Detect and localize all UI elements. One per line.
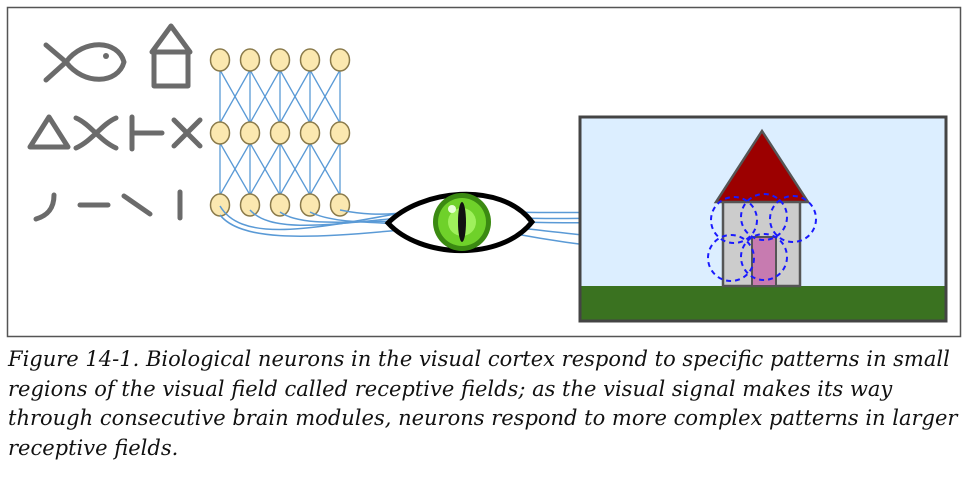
neuron-node: [299, 193, 321, 217]
neuron-connection: [219, 142, 251, 196]
pattern-glyphs: [27, 23, 203, 222]
visual-scene: [578, 115, 948, 323]
neuron-node: [269, 193, 291, 217]
neuron-node: [239, 121, 261, 145]
x-icon: [171, 117, 203, 149]
neuron-connection: [219, 69, 251, 124]
neuron-node: [269, 48, 291, 72]
neuron-node: [209, 193, 231, 217]
figure-label: Figure 14-1.: [8, 347, 140, 371]
neuron-node: [239, 48, 261, 72]
diagonal-stroke-icon: [121, 193, 153, 217]
curve-stroke-icon: [33, 192, 57, 222]
receptive-field: [740, 233, 788, 281]
caption-text: Biological neurons in the visual cortex …: [8, 347, 958, 460]
neuron-connection: [249, 142, 281, 196]
triangle-icon: [27, 114, 71, 150]
neuron-node: [329, 121, 351, 145]
neuron-node: [209, 121, 231, 145]
curly-x-icon: [73, 115, 119, 151]
scene-border: [578, 115, 948, 323]
neuron-node: [269, 121, 291, 145]
neuron-connection: [309, 142, 341, 196]
eye-icon: [384, 191, 536, 254]
network-connections: [219, 69, 341, 196]
fish-icon: [43, 42, 127, 83]
neuron-grid: [209, 48, 351, 217]
receptive-fields: [707, 193, 817, 282]
neuron-node: [299, 121, 321, 145]
neuron-connection: [279, 69, 311, 124]
neuron-connection: [279, 142, 311, 196]
receptive-fields-diagram: [6, 6, 962, 338]
neuron-node: [329, 193, 351, 217]
receptive-field: [710, 196, 758, 244]
neuron-connection: [249, 69, 281, 124]
house-roof: [713, 128, 811, 204]
neuron-node: [329, 48, 351, 72]
neuron-node: [239, 193, 261, 217]
house-icon: [149, 23, 193, 89]
t-bar-icon: [129, 114, 165, 152]
receptive-field: [769, 195, 817, 243]
neuron-node: [209, 48, 231, 72]
receptive-field: [707, 234, 755, 282]
neuron-connection: [309, 69, 341, 124]
neuron-node: [299, 48, 321, 72]
scene-ground: [580, 286, 946, 321]
figure-caption: Figure 14-1. Biological neurons in the v…: [8, 345, 958, 463]
receptive-field: [740, 193, 788, 241]
